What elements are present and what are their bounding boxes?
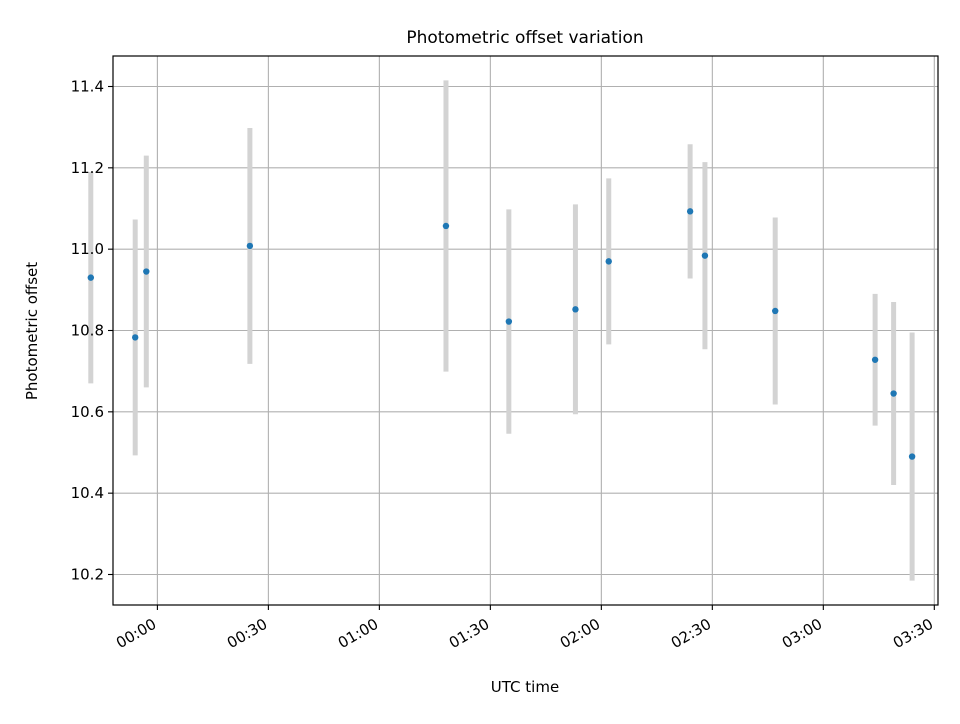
x-tick-label: 02:30 — [668, 615, 714, 652]
data-points — [87, 208, 916, 460]
y-tick-label: 10.4 — [71, 484, 104, 502]
data-point — [131, 334, 139, 341]
data-point — [772, 307, 779, 315]
data-point — [908, 453, 916, 460]
data-point — [605, 258, 612, 265]
data-point — [871, 356, 879, 363]
y-tick-label: 11.2 — [71, 159, 104, 177]
y-tick-label: 10.2 — [71, 566, 104, 584]
x-tick-label: 01:30 — [446, 615, 492, 652]
y-axis-ticks: 10.2 10.4 10.6 10.8 11.0 11.2 11.4 — [71, 78, 113, 584]
x-tick-label: 00:00 — [113, 615, 159, 652]
y-tick-label: 11.0 — [71, 240, 104, 258]
data-point — [505, 318, 513, 325]
x-tick-label: 03:00 — [779, 615, 825, 652]
x-tick-label: 02:00 — [557, 615, 603, 652]
data-point — [87, 274, 95, 281]
data-point — [572, 306, 579, 313]
x-tick-label: 00:30 — [224, 615, 270, 652]
data-point — [686, 208, 694, 215]
chart-title: Photometric offset variation — [406, 28, 643, 48]
y-axis-label: Photometric offset — [23, 262, 41, 400]
data-point — [246, 242, 254, 250]
x-tick-label: 03:30 — [890, 615, 936, 652]
data-point — [890, 390, 897, 397]
data-point — [442, 222, 450, 230]
data-point — [701, 252, 709, 259]
x-axis-label: UTC time — [491, 678, 559, 696]
x-axis-ticks: 00:00 00:30 01:00 01:30 02:00 02:30 03:00 03:30 — [113, 605, 936, 652]
y-tick-label: 11.4 — [71, 78, 104, 96]
y-tick-label: 10.8 — [71, 322, 104, 340]
x-tick-label: 01:00 — [335, 615, 381, 652]
y-tick-label: 10.6 — [71, 403, 104, 421]
data-point — [143, 268, 150, 275]
grid — [113, 56, 938, 605]
